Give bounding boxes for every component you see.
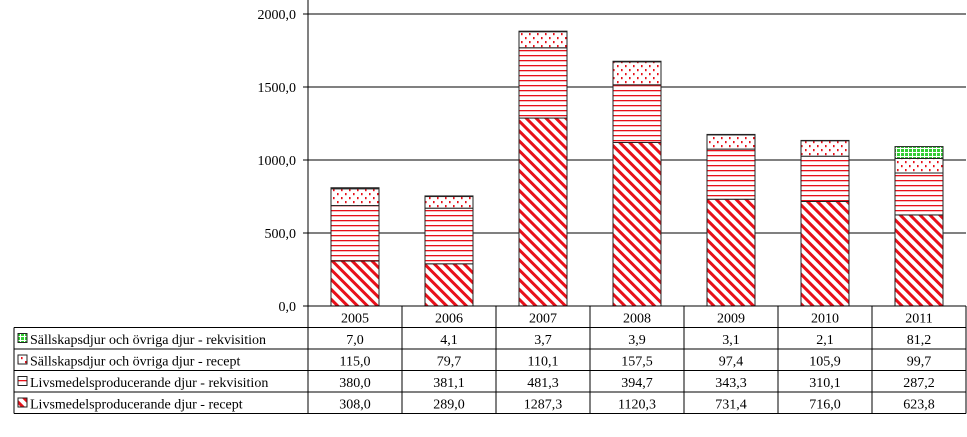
data-label: 157,5 [621, 355, 653, 370]
bar-segment-2011-s3 [895, 147, 943, 159]
legend-swatch [18, 377, 27, 386]
legend-entry: Sällskapsdjur och övriga djur - rekvisit… [30, 333, 266, 348]
category-label: 2011 [905, 312, 932, 327]
bar-segment-2007-s0 [519, 118, 567, 306]
data-label: 1120,3 [618, 398, 656, 413]
bar-segment-2011-s0 [895, 215, 943, 306]
bar-segment-2009-s0 [707, 199, 755, 306]
bar-segment-2008-s1 [613, 85, 661, 143]
data-label: 105,9 [809, 355, 841, 370]
data-label: 81,2 [907, 333, 932, 348]
bars [331, 31, 943, 306]
data-label: 97,4 [719, 355, 744, 370]
data-label: 289,0 [433, 398, 465, 413]
y-tick-label: 0,0 [279, 300, 297, 315]
data-label: 381,1 [433, 376, 465, 391]
legend-swatch [18, 355, 27, 364]
axes: 0,0 500,0 1000,0 1500,0 2000,0 [258, 0, 309, 315]
category-label: 2005 [341, 312, 369, 327]
data-label: 308,0 [339, 398, 371, 413]
data-label: 481,3 [527, 376, 559, 391]
bar-segment-2005-s0 [331, 261, 379, 306]
data-label: 2,1 [816, 333, 834, 348]
data-label: 623,8 [903, 398, 935, 413]
bar-segment-2006-s2 [425, 197, 473, 209]
legend-entry: Livsmedelsproducerande djur - rekvisitio… [30, 376, 268, 391]
bar-segment-2008-s0 [613, 142, 661, 306]
y-tick-label: 1000,0 [258, 154, 297, 169]
data-label: 99,7 [907, 355, 932, 370]
bar-segment-2006-s1 [425, 208, 473, 264]
bar-segment-2008-s3 [613, 61, 661, 62]
legend-entry: Livsmedelsproducerande djur - recept [30, 398, 243, 413]
bar-segment-2008-s2 [613, 62, 661, 85]
data-label: 716,0 [809, 398, 841, 413]
data-label: 3,7 [534, 333, 552, 348]
bar-segment-2010-s1 [801, 156, 849, 201]
bar-segment-2005-s2 [331, 189, 379, 206]
legend-entry: Sällskapsdjur och övriga djur - recept [30, 355, 240, 370]
data-label: 1287,3 [524, 398, 563, 413]
y-tick-label: 2000,0 [258, 8, 297, 23]
bar-segment-2005-s1 [331, 206, 379, 261]
category-label: 2007 [529, 312, 557, 327]
category-label: 2006 [435, 312, 463, 327]
bar-segment-2006-s0 [425, 264, 473, 306]
data-label: 3,9 [628, 333, 646, 348]
bar-segment-2007-s3 [519, 31, 567, 32]
data-label: 287,2 [903, 376, 935, 391]
y-tick-label: 1500,0 [258, 81, 297, 96]
data-label: 394,7 [621, 376, 653, 391]
bar-segment-2007-s2 [519, 32, 567, 48]
data-label: 4,1 [440, 333, 458, 348]
bar-segment-2009-s2 [707, 135, 755, 149]
legend-swatch [18, 334, 27, 343]
data-table: 2005 2006 2007 2008 2009 2010 2011 Sällskapsdju… [14, 306, 966, 414]
data-label: 79,7 [437, 355, 462, 370]
data-label: 731,4 [715, 398, 747, 413]
data-label: 380,0 [339, 376, 371, 391]
data-label: 115,0 [340, 355, 371, 370]
bar-segment-2007-s1 [519, 48, 567, 118]
bar-segment-2010-s2 [801, 141, 849, 156]
category-label: 2009 [717, 312, 745, 327]
bar-segment-2011-s1 [895, 173, 943, 215]
data-label: 343,3 [715, 376, 747, 391]
bar-segment-2006-s3 [425, 196, 473, 197]
category-label: 2008 [623, 312, 651, 327]
bar-segment-2005-s3 [331, 188, 379, 189]
legend-swatch [18, 398, 27, 407]
data-label: 110,1 [528, 355, 559, 370]
y-tick-label: 500,0 [265, 227, 297, 242]
data-label: 7,0 [346, 333, 364, 348]
bar-segment-2010-s0 [801, 201, 849, 306]
bar-segment-2011-s2 [895, 158, 943, 173]
category-label: 2010 [811, 312, 839, 327]
data-label: 3,1 [722, 333, 740, 348]
data-label: 310,1 [809, 376, 841, 391]
bar-segment-2009-s1 [707, 149, 755, 199]
